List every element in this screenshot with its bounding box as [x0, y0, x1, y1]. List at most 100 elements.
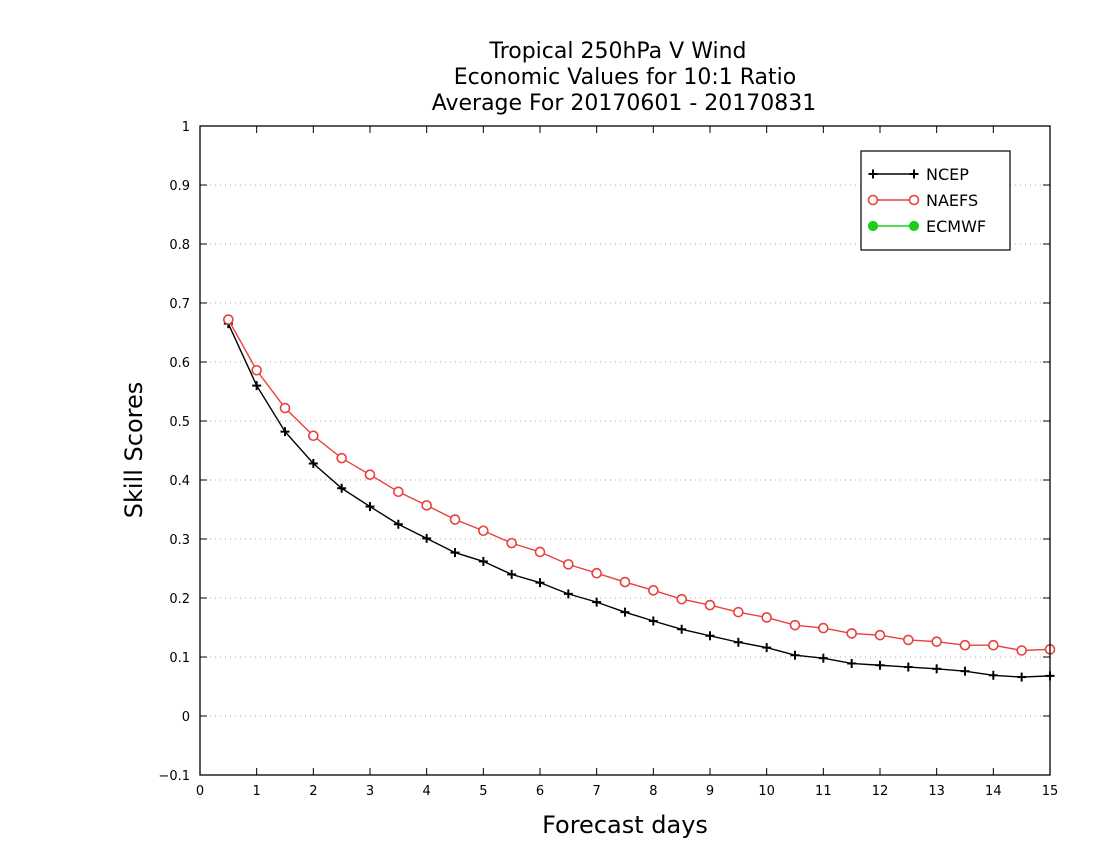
legend: NCEP NAEFS ECMWF: [860, 150, 1011, 251]
data-point-ncep: [393, 519, 403, 529]
x-tick-label: 6: [536, 784, 544, 799]
data-point-naefs: [761, 612, 772, 623]
x-tick-label: 2: [309, 784, 317, 799]
data-point-naefs: [223, 314, 234, 325]
x-axis-label: Forecast days: [542, 811, 708, 839]
y-tick-label: 0.4: [169, 474, 190, 489]
series-naefs: [223, 314, 1056, 656]
y-tick-label: 0: [182, 710, 190, 725]
y-tick-label: 1: [182, 120, 190, 135]
legend-marker-end: [908, 194, 920, 206]
legend-label: NAEFS: [926, 191, 978, 210]
data-point-naefs: [279, 402, 291, 414]
x-tick-label: 14: [985, 784, 1002, 799]
data-point-ncep: [252, 381, 262, 391]
data-point-ncep: [620, 607, 630, 617]
data-point-ncep: [478, 556, 488, 566]
data-point-ncep: [592, 597, 602, 607]
x-tick-label: 7: [593, 784, 601, 799]
x-tick-label: 10: [758, 784, 775, 799]
data-point-naefs: [704, 599, 716, 611]
data-point-naefs: [676, 593, 687, 605]
x-tick-label: 0: [196, 784, 204, 799]
data-point-naefs: [308, 430, 319, 442]
data-point-ncep: [762, 643, 772, 653]
data-point-ncep: [1017, 672, 1027, 682]
data-point-naefs: [789, 619, 801, 631]
data-point-naefs: [733, 606, 744, 618]
data-point-ncep: [677, 624, 687, 634]
y-tick-label: 0.7: [169, 297, 190, 312]
data-point-naefs: [591, 567, 602, 579]
data-point-ncep: [733, 637, 743, 647]
data-point-ncep: [705, 631, 715, 641]
series-line-naefs: [227, 319, 1051, 652]
x-tick-label: 8: [649, 784, 657, 799]
data-point-ncep: [563, 589, 573, 599]
data-point-ncep: [960, 666, 970, 676]
legend-item-ncep: NCEP: [868, 165, 969, 184]
legend-marker-start: [868, 169, 878, 179]
x-tick-label: 4: [423, 784, 431, 799]
data-point-naefs: [251, 364, 262, 376]
data-point-naefs: [846, 628, 857, 639]
series-ncep: [223, 319, 1055, 682]
data-point-naefs: [1016, 645, 1027, 656]
title-line-1: Tropical 250hPa V Wind: [488, 39, 746, 64]
data-point-naefs: [818, 622, 829, 634]
chart-title: Tropical 250hPa V Wind Economic Values f…: [432, 39, 817, 116]
data-point-naefs: [619, 576, 631, 588]
x-tick-label: 11: [815, 784, 832, 799]
series-line-ncep: [227, 323, 1051, 678]
x-tick-label: 1: [253, 784, 261, 799]
legend-label: ECMWF: [926, 217, 986, 236]
y-tick-label: 0.1: [169, 651, 190, 666]
title-line-3: Average For 20170601 - 20170831: [432, 91, 817, 116]
legend-marker-start: [867, 220, 879, 232]
x-tick-label: 5: [479, 784, 487, 799]
data-point-ncep: [875, 660, 885, 670]
data-point-naefs: [903, 634, 914, 646]
data-point-ncep: [365, 502, 375, 512]
data-point-ncep: [280, 427, 290, 437]
data-point-naefs: [563, 559, 574, 570]
data-point-ncep: [308, 458, 318, 468]
title-line-2: Economic Values for 10:1 Ratio: [454, 65, 796, 90]
legend-marker-start: [867, 194, 879, 206]
data-point-ncep: [337, 483, 347, 493]
data-point-naefs: [336, 452, 347, 464]
grid-lines: [200, 184, 1050, 717]
data-point-naefs: [874, 629, 886, 641]
data-point-ncep: [648, 616, 658, 626]
y-tick-label: −0.1: [158, 769, 190, 784]
data-point-naefs: [988, 639, 999, 651]
data-point-naefs: [449, 514, 461, 525]
x-tick-label: 3: [366, 784, 374, 799]
data-point-ncep: [450, 548, 460, 558]
data-point-ncep: [535, 578, 545, 588]
legend-item-naefs: NAEFS: [867, 191, 978, 210]
data-point-naefs: [478, 525, 489, 537]
x-tick-label: 15: [1042, 784, 1059, 799]
plot-frame: [199, 125, 1051, 776]
x-tick-label: 12: [872, 784, 889, 799]
data-point-ncep: [422, 533, 432, 543]
y-tick-label: 0.3: [169, 533, 190, 548]
data-point-naefs: [959, 639, 971, 651]
data-point-ncep: [932, 664, 942, 674]
data-point-ncep: [988, 670, 998, 680]
x-tick-label: 9: [706, 784, 714, 799]
x-tick-label: 13: [928, 784, 945, 799]
legend-label: NCEP: [926, 165, 969, 184]
y-tick-label: 0.5: [169, 415, 190, 430]
data-point-ncep: [507, 569, 517, 579]
y-tick-label: 0.8: [169, 238, 190, 253]
data-point-naefs: [931, 636, 942, 647]
data-point-naefs: [648, 585, 659, 596]
data-point-naefs: [534, 546, 546, 558]
legend-marker-end: [908, 220, 920, 232]
y-axis-label: Skill Scores: [120, 382, 148, 519]
data-point-ncep: [818, 653, 828, 663]
axis-ticks: −0.100.10.20.30.40.50.60.70.80.910 1 2 3 4 5 6…: [158, 120, 1058, 799]
